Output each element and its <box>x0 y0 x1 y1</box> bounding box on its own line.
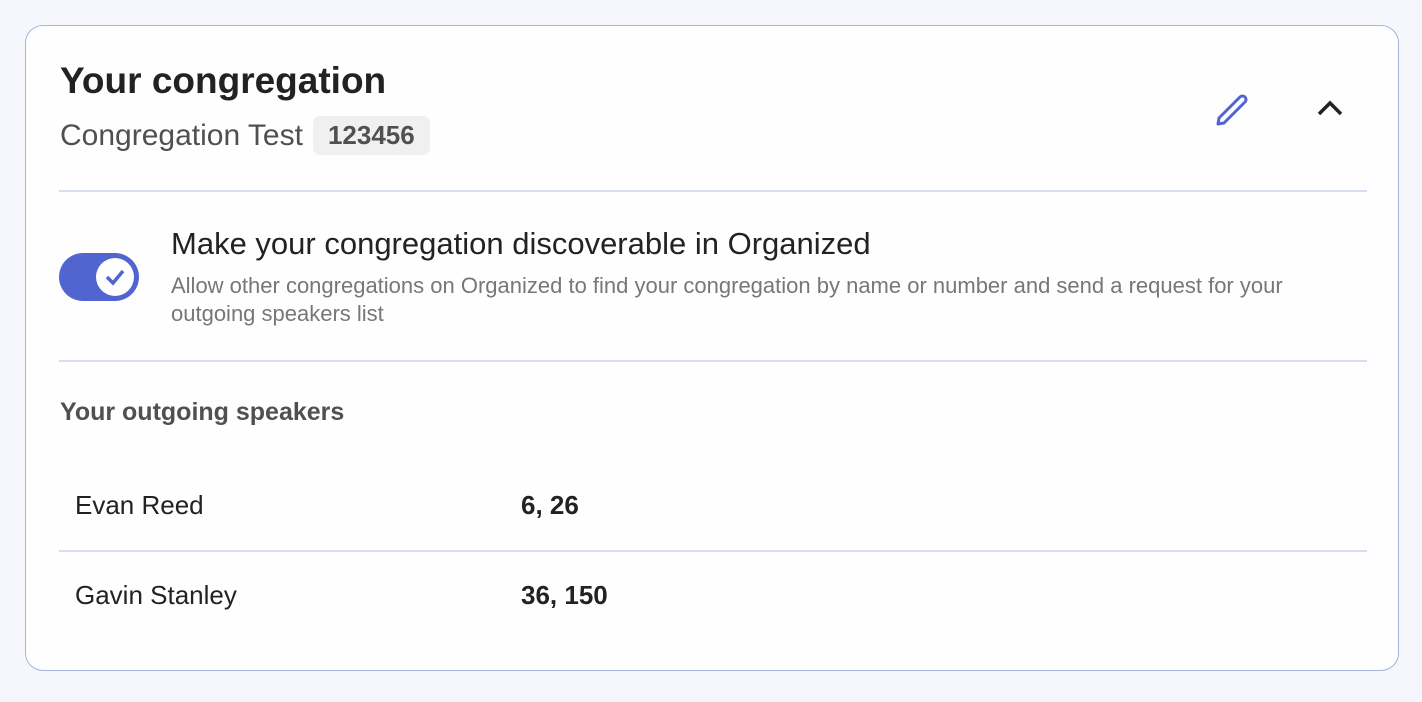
speaker-row[interactable]: Gavin Stanley 36, 150 <box>59 552 1367 640</box>
congregation-info: Congregation Test 123456 <box>60 116 430 155</box>
discoverable-description: Allow other congregations on Organized t… <box>171 273 1283 326</box>
check-icon <box>105 269 125 286</box>
congregation-number-badge: 123456 <box>312 116 430 155</box>
discoverable-label: Make your congregation discoverable in O… <box>171 226 871 261</box>
collapse-button[interactable] <box>1310 90 1350 130</box>
toggle-knob <box>96 258 134 296</box>
speaker-name: Evan Reed <box>75 490 204 520</box>
edit-button[interactable] <box>1212 90 1252 130</box>
pencil-icon <box>1216 94 1248 126</box>
speaker-row[interactable]: Evan Reed 6, 26 <box>59 462 1367 550</box>
page-title: Your congregation <box>60 60 387 101</box>
outgoing-speakers-title: Your outgoing speakers <box>60 398 345 426</box>
speaker-talks: 36, 150 <box>521 580 608 610</box>
speaker-name: Gavin Stanley <box>75 580 237 610</box>
divider <box>59 550 1367 552</box>
chevron-up-icon <box>1317 100 1343 116</box>
congregation-name: Congregation Test <box>60 118 303 152</box>
divider <box>59 190 1367 192</box>
discoverable-toggle[interactable] <box>59 253 139 301</box>
speaker-talks: 6, 26 <box>521 490 579 520</box>
congregation-card: Your congregation Congregation Test 1234… <box>25 25 1399 671</box>
divider <box>59 360 1367 362</box>
